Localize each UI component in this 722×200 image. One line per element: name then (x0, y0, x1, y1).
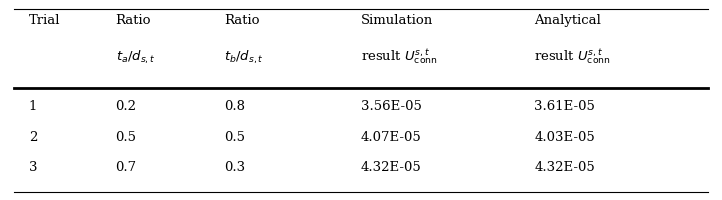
Text: $t_b/d_{s,t}$: $t_b/d_{s,t}$ (224, 48, 264, 65)
Text: 0.3: 0.3 (224, 160, 245, 173)
Text: Analytical: Analytical (534, 14, 601, 27)
Text: Simulation: Simulation (361, 14, 433, 27)
Text: Trial: Trial (29, 14, 61, 27)
Text: 2: 2 (29, 130, 38, 143)
Text: 1: 1 (29, 100, 38, 113)
Text: 3: 3 (29, 160, 38, 173)
Text: 0.5: 0.5 (224, 130, 245, 143)
Text: result $U^{s,t}_\mathrm{conn}$: result $U^{s,t}_\mathrm{conn}$ (534, 48, 611, 67)
Text: 4.32E-05: 4.32E-05 (361, 160, 422, 173)
Text: 4.32E-05: 4.32E-05 (534, 160, 595, 173)
Text: $t_a/d_{s,t}$: $t_a/d_{s,t}$ (116, 48, 155, 65)
Text: 0.5: 0.5 (116, 130, 136, 143)
Text: 4.03E-05: 4.03E-05 (534, 130, 595, 143)
Text: Ratio: Ratio (116, 14, 151, 27)
Text: result $U^{s,t}_\mathrm{conn}$: result $U^{s,t}_\mathrm{conn}$ (361, 48, 438, 67)
Text: 4.07E-05: 4.07E-05 (361, 130, 422, 143)
Text: 3.61E-05: 3.61E-05 (534, 100, 595, 113)
Text: 0.7: 0.7 (116, 160, 136, 173)
Text: 0.8: 0.8 (224, 100, 245, 113)
Text: Ratio: Ratio (224, 14, 259, 27)
Text: 3.56E-05: 3.56E-05 (361, 100, 422, 113)
Text: 0.2: 0.2 (116, 100, 136, 113)
